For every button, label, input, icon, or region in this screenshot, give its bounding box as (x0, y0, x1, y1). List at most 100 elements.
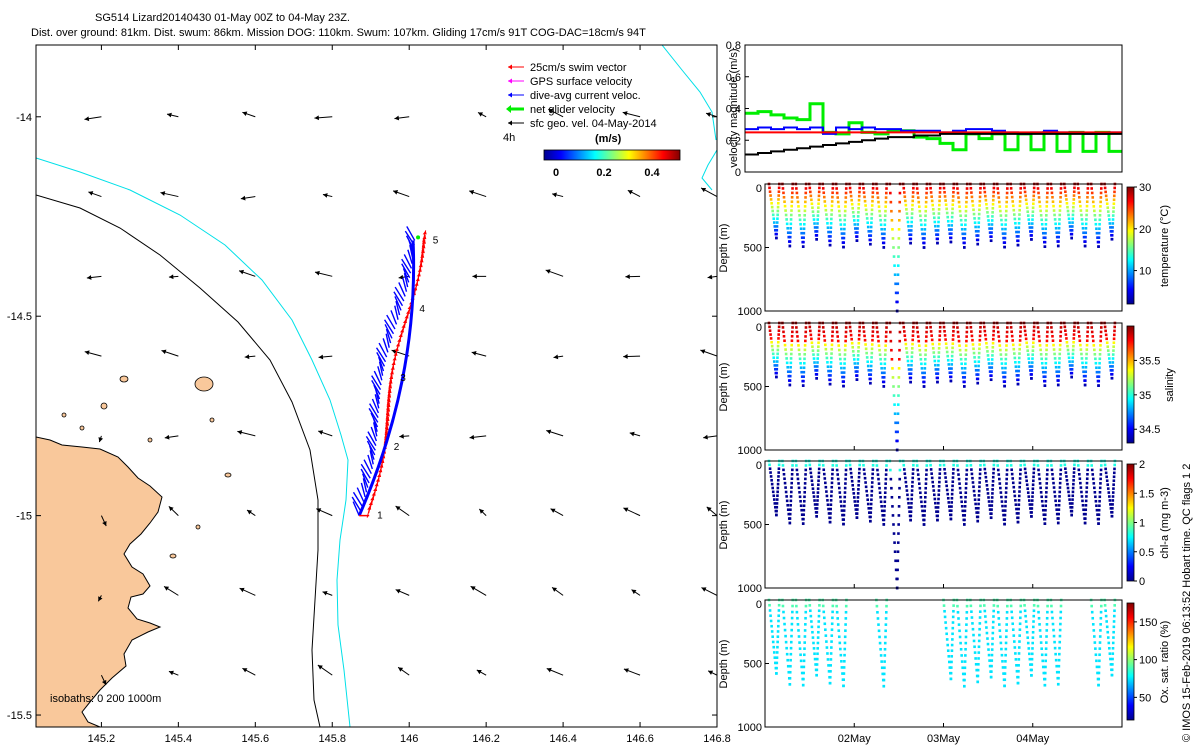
profile-point (1077, 468, 1081, 472)
sfc-vector-head (242, 668, 248, 673)
profile-point (869, 373, 873, 376)
profile-point (905, 351, 909, 354)
profile-point (1001, 509, 1005, 512)
profile-point (777, 186, 781, 190)
profile-point (1058, 213, 1062, 217)
profile-point (816, 361, 819, 364)
profile-point (964, 635, 968, 639)
profile-point (1045, 623, 1049, 626)
profile-point (1083, 521, 1087, 525)
profile-point (898, 477, 902, 481)
profile-point (984, 620, 988, 624)
track-day-label: 2 (394, 442, 400, 453)
profile-point (963, 227, 967, 231)
sfc-vector-head (393, 190, 399, 195)
profile-point (1019, 616, 1022, 620)
profile-point (1109, 365, 1112, 368)
profile-point (1037, 616, 1041, 620)
profile-point (1058, 652, 1061, 656)
profile-point (1026, 349, 1030, 353)
profile-point (772, 494, 776, 497)
sfc-vector-head (625, 274, 630, 280)
profile-point (1044, 370, 1047, 374)
profile-point (879, 218, 882, 222)
profile-point (1085, 200, 1089, 204)
profile-point (1044, 218, 1048, 222)
profile-point (1014, 498, 1017, 502)
profile-point (1055, 508, 1058, 511)
profile-point (871, 338, 874, 342)
profile-point (920, 228, 924, 231)
profile-point (978, 347, 981, 351)
profile-point (965, 335, 968, 338)
profile-point (894, 559, 897, 563)
profile-point (1071, 221, 1074, 224)
salinity-clabel: salinity (1164, 368, 1176, 402)
profile-point (1057, 676, 1060, 680)
profile-point (1043, 513, 1047, 517)
profile-point (946, 649, 950, 652)
profile-point (817, 190, 821, 194)
profile-point (783, 477, 786, 481)
profile-point (988, 664, 992, 668)
profile-point (865, 217, 869, 220)
profile-point (963, 241, 966, 245)
profile-point (991, 479, 995, 483)
profile-point (857, 483, 860, 487)
profile-point (1025, 345, 1029, 349)
profile-point (840, 366, 843, 370)
profile-point (1054, 499, 1057, 503)
profile-point (790, 634, 793, 638)
profile-point (1026, 210, 1030, 214)
profile-point (1011, 622, 1015, 626)
profile-point (965, 191, 969, 195)
dac-vector (406, 226, 416, 241)
profile-point (1044, 504, 1047, 508)
profile-point (963, 232, 967, 236)
profile-point (945, 346, 948, 350)
profile-point (862, 187, 865, 190)
profile-point (777, 609, 781, 612)
profile-point (996, 464, 1000, 467)
profile-point (1013, 356, 1017, 360)
dac-vector (363, 459, 372, 474)
profile-point (950, 492, 954, 496)
profile-point (898, 348, 901, 352)
profile-point (965, 187, 969, 190)
profile-point (1112, 194, 1116, 198)
profile-point (796, 623, 800, 626)
profile-point (1090, 326, 1093, 329)
profile-point (1109, 503, 1112, 506)
profile-point (1085, 481, 1089, 485)
profile-point (944, 621, 947, 624)
profile-point (1032, 202, 1035, 206)
profile-point (909, 372, 913, 376)
sfc-vector-head (164, 434, 170, 440)
profile-point (843, 357, 847, 361)
profile-point (871, 191, 875, 194)
profile-point (854, 508, 858, 511)
profile-point (777, 463, 781, 467)
profile-point (772, 651, 776, 654)
profile-point (830, 208, 834, 212)
profile-point (1000, 653, 1004, 657)
profile-point (804, 191, 808, 195)
sfc-vector-head (546, 429, 552, 435)
profile-point (1012, 485, 1016, 489)
profile-point (1052, 348, 1056, 351)
profile-point (1058, 361, 1061, 365)
profile-point (877, 477, 880, 481)
profile-point (816, 641, 820, 645)
profile-point (1015, 664, 1018, 667)
profile-point (848, 463, 852, 467)
profile-point (1099, 330, 1103, 334)
profile-point (775, 236, 778, 240)
sfc-vector-head (98, 596, 103, 602)
profile-point (910, 355, 914, 359)
profile-point (1086, 334, 1089, 338)
profile-point (909, 229, 913, 232)
profile-point (1038, 339, 1041, 343)
profile-point (1105, 337, 1108, 341)
profile-point (973, 498, 977, 501)
